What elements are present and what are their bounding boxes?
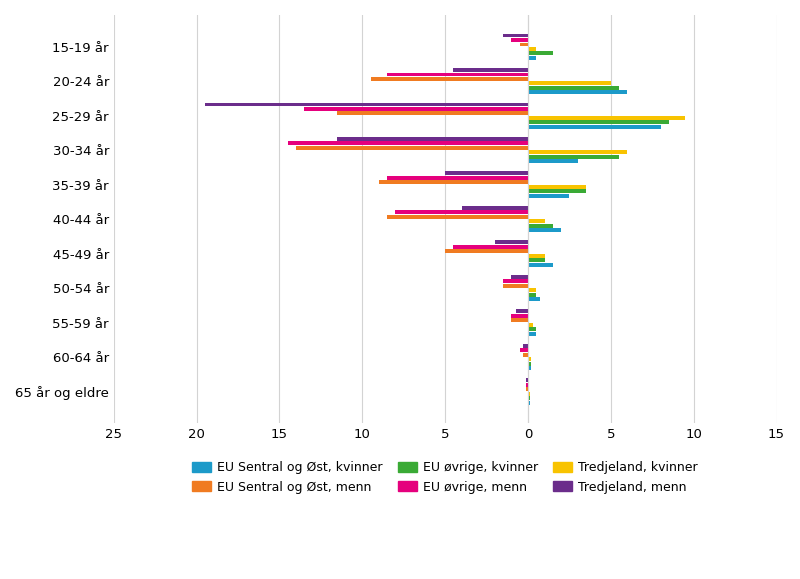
Bar xyxy=(454,68,528,72)
Bar xyxy=(288,141,528,145)
Bar xyxy=(528,323,533,327)
Bar xyxy=(528,219,545,223)
Bar xyxy=(511,318,528,323)
Bar xyxy=(387,176,528,180)
Bar xyxy=(520,349,528,352)
Bar xyxy=(523,353,528,357)
Bar xyxy=(528,327,536,331)
Bar xyxy=(528,357,531,361)
Legend: EU Sentral og Øst, kvinner, EU Sentral og Øst, menn, EU øvrige, kvinner, EU øvri: EU Sentral og Øst, kvinner, EU Sentral o… xyxy=(187,456,702,499)
Bar xyxy=(304,107,528,111)
Bar xyxy=(526,383,528,387)
Bar xyxy=(523,344,528,348)
Bar xyxy=(511,314,528,318)
Bar xyxy=(528,125,661,129)
Bar xyxy=(528,82,611,85)
Bar xyxy=(503,279,528,283)
Bar xyxy=(338,137,528,141)
Bar xyxy=(528,120,669,124)
Bar xyxy=(526,387,528,391)
Bar xyxy=(528,332,536,336)
Bar xyxy=(528,254,545,258)
Bar xyxy=(528,263,553,267)
Bar xyxy=(528,297,539,301)
Bar xyxy=(338,112,528,115)
Bar xyxy=(495,240,528,244)
Bar xyxy=(528,392,530,395)
Bar xyxy=(387,72,528,76)
Bar xyxy=(296,146,528,150)
Bar xyxy=(526,378,528,382)
Bar xyxy=(379,181,528,184)
Bar xyxy=(528,159,578,163)
Bar xyxy=(511,38,528,42)
Bar xyxy=(528,52,553,56)
Bar xyxy=(205,102,528,107)
Bar xyxy=(503,34,528,38)
Bar xyxy=(528,362,531,366)
Bar xyxy=(454,245,528,249)
Bar xyxy=(528,288,536,292)
Bar xyxy=(516,309,528,313)
Bar xyxy=(445,250,528,253)
Bar xyxy=(511,275,528,279)
Bar xyxy=(528,293,536,296)
Bar xyxy=(528,86,619,90)
Bar xyxy=(528,189,586,193)
Bar xyxy=(395,210,528,214)
Bar xyxy=(528,90,627,94)
Bar xyxy=(503,284,528,288)
Bar xyxy=(445,171,528,175)
Bar xyxy=(528,185,586,189)
Bar xyxy=(528,116,686,120)
Bar xyxy=(528,194,570,198)
Bar xyxy=(528,401,530,405)
Bar xyxy=(528,367,531,370)
Bar xyxy=(370,77,528,81)
Bar xyxy=(462,206,528,210)
Bar xyxy=(528,228,561,232)
Bar xyxy=(528,396,530,400)
Bar xyxy=(528,155,619,159)
Bar xyxy=(528,47,536,51)
Bar xyxy=(520,42,528,46)
Bar xyxy=(528,56,536,60)
Bar xyxy=(387,215,528,219)
Bar xyxy=(528,224,553,228)
Bar xyxy=(528,258,545,262)
Bar xyxy=(528,151,627,155)
